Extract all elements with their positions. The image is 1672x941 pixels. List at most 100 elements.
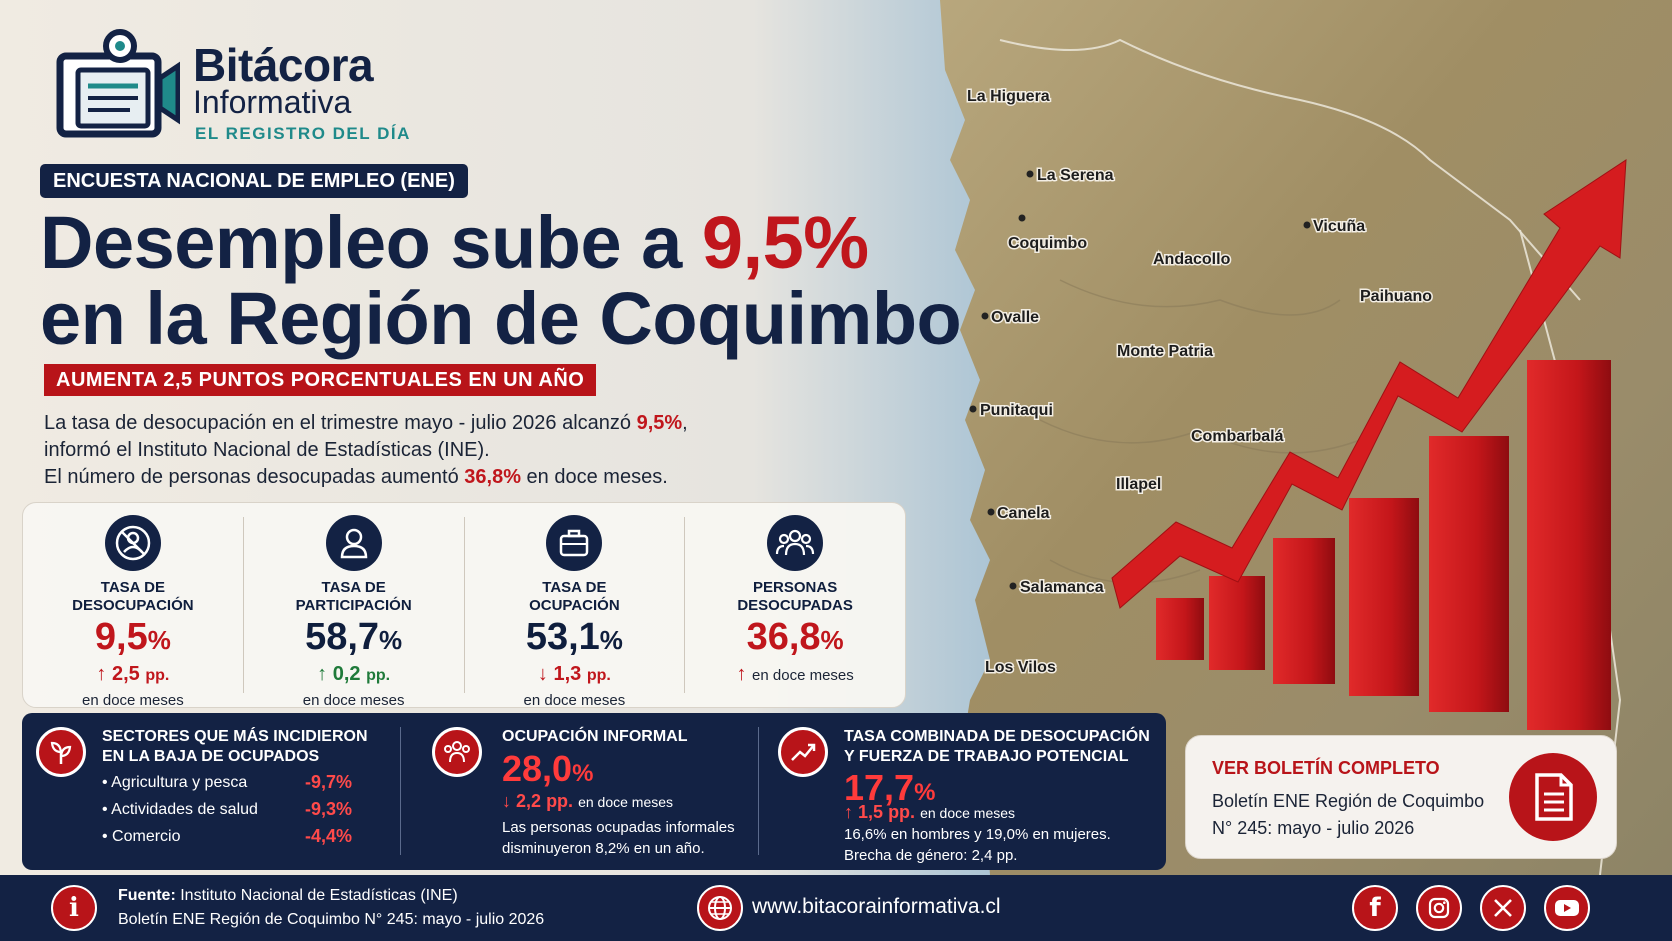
map-label: Combarbalá	[1191, 428, 1284, 445]
change: 1,3	[553, 663, 582, 685]
unit: %	[599, 625, 623, 655]
map-label: Illapel	[1116, 476, 1161, 493]
lead-text: informó el Instituto Nacional de Estadís…	[44, 439, 490, 461]
map-label: Salamanca	[1020, 579, 1104, 596]
unit: pp.	[546, 791, 574, 811]
info-icon: i	[51, 885, 97, 931]
x-icon[interactable]	[1480, 885, 1526, 931]
lead-paragraph: La tasa de desocupación en el trimestre …	[44, 410, 794, 491]
page-title: Desempleo sube a 9,5% en la Región de Co…	[40, 205, 962, 360]
map-label: Punitaqui	[980, 402, 1053, 419]
brand-name-line2: Informativa	[193, 84, 352, 120]
sectors-title: SECTORES QUE MÁS INCIDIERON EN LA BAJA D…	[102, 728, 368, 765]
unit: pp.	[145, 667, 170, 684]
facebook-icon[interactable]: f	[1352, 885, 1398, 931]
unit: %	[914, 779, 936, 806]
youtube-icon[interactable]	[1544, 885, 1590, 931]
desc-line: Las personas ocupadas informales	[502, 819, 735, 836]
metric-note: en doce meses	[82, 692, 184, 709]
value: 53,1	[525, 616, 600, 658]
metric-value: 58,7%	[244, 616, 464, 661]
metric-value: 36,8%	[685, 616, 905, 661]
desc-line: disminuyeron 8,2% en un año.	[502, 840, 705, 857]
globe-icon	[697, 885, 743, 931]
map-label: Coquimbo	[1008, 235, 1087, 252]
sectors-list: • Agricultura y pesca -9,7% • Actividades…	[102, 769, 352, 850]
headline-highlight: 9,5%	[701, 201, 869, 284]
change: 1,5	[858, 802, 884, 822]
metric-change: ↓ 1,3 pp.	[465, 663, 685, 686]
metrics-panel: TASA DE DESOCUPACIÓN 9,5% ↑ 2,5 pp. en d…	[22, 502, 906, 709]
value: 28,0	[502, 748, 573, 789]
instagram-icon[interactable]	[1416, 885, 1462, 931]
map-label: Ovalle	[991, 309, 1039, 326]
combined-change: ↑ 1,5 pp. en doce meses	[844, 802, 1015, 823]
combined-title: TASA COMBINADA DE DESOCUPACIÓN Y FUERZA …	[844, 728, 1150, 765]
sector-name: Comercio	[112, 828, 181, 845]
source-text: Instituto Nacional de Estadísticas (INE)	[175, 887, 458, 904]
value: 36,8	[746, 616, 821, 658]
details-panel: SECTORES QUE MÁS INCIDIERON EN LA BAJA D…	[22, 713, 1166, 870]
footer: i Fuente: Instituto Nacional de Estadíst…	[0, 875, 1672, 941]
source-label: Fuente:	[118, 887, 176, 904]
note: en doce meses	[578, 794, 674, 810]
arrow-up-icon: ↑	[844, 802, 853, 822]
brand-name-line1: Bitácora	[193, 39, 374, 91]
metric-note: en doce meses	[752, 667, 854, 684]
briefcase-icon	[546, 515, 603, 571]
camera-logo-icon	[56, 29, 180, 138]
informal-change: ↓ 2,2 pp. en doce meses	[502, 791, 673, 812]
metric-change: ↑ en doce meses	[685, 663, 905, 686]
metric-label: TASA DE PARTICIPACIÓN	[295, 579, 412, 614]
document-icon[interactable]	[1509, 753, 1597, 841]
map-label: Vicuña	[1313, 218, 1365, 235]
desc-line: Brecha de género: 2,4 pp.	[844, 847, 1018, 864]
lead-text: El número de personas desocupadas aument…	[44, 466, 465, 488]
map-label: Los Vilos	[985, 659, 1056, 676]
headline-line2: en la Región de Coquimbo	[40, 277, 962, 360]
informal-title: OCUPACIÓN INFORMAL	[502, 728, 688, 745]
map-label: Paihuano	[1360, 288, 1432, 305]
bulletin-card[interactable]: VER BOLETÍN COMPLETO Boletín ENE Región …	[1185, 735, 1617, 859]
list-item: • Comercio -4,4%	[102, 823, 352, 850]
section-kicker: ENCUESTA NACIONAL DE EMPLEO (ENE)	[40, 164, 468, 198]
metric-label: PERSONAS DESOCUPADAS	[737, 579, 853, 614]
metric-unemployed-persons: PERSONAS DESOCUPADAS 36,8% ↑ en doce mes…	[685, 515, 905, 693]
map-label: Andacollo	[1153, 251, 1231, 268]
unit: %	[820, 625, 844, 655]
arrow-up-icon: ↑	[96, 663, 107, 685]
divider	[758, 727, 759, 855]
note: en doce meses	[920, 805, 1016, 821]
trend-bars	[1156, 360, 1611, 730]
value: 58,7	[305, 616, 380, 658]
sector-value: -4,4%	[304, 826, 352, 846]
metric-label: TASA DE DESOCUPACIÓN	[72, 579, 194, 614]
group-icon	[767, 515, 824, 571]
arrow-up-icon: ↑	[736, 663, 747, 685]
metric-note: en doce meses	[302, 692, 405, 709]
combined-value: 17,7%	[844, 769, 935, 812]
person-icon	[325, 515, 382, 571]
bulletin-link[interactable]: VER BOLETÍN COMPLETO	[1212, 758, 1440, 778]
metric-change: ↑ 2,5 pp.	[23, 663, 243, 686]
desc-line: 16,6% en hombres y 19,0% en mujeres.	[844, 826, 1111, 843]
unit: pp.	[366, 667, 391, 684]
arrow-down-icon: ↓	[502, 791, 511, 811]
website-link[interactable]: www.bitacorainformativa.cl	[752, 895, 1001, 918]
lead-text: en doce meses.	[521, 466, 668, 488]
metric-change: ↑ 0,2 pp.	[244, 663, 464, 686]
arrow-up-icon: ↑	[317, 663, 328, 685]
map-label: Canela	[997, 505, 1050, 522]
list-item: • Actividades de salud -9,3%	[102, 796, 352, 823]
unit: pp.	[586, 667, 611, 684]
people-crossed-icon	[104, 515, 161, 571]
bulletin-line: N° 245: mayo - julio 2026	[1212, 818, 1415, 838]
unit: %	[379, 625, 403, 655]
metric-employment-rate: TASA DE OCUPACIÓN 53,1% ↓ 1,3 pp. en doc…	[465, 515, 686, 709]
map-label: La Higuera	[967, 88, 1050, 105]
metric-value: 9,5%	[23, 616, 243, 661]
lead-highlight: 36,8%	[464, 466, 521, 488]
source-text: Boletín ENE Región de Coquimbo N° 245: m…	[118, 911, 545, 928]
lead-highlight: 9,5%	[636, 412, 683, 434]
map-label: La Serena	[1037, 167, 1114, 184]
